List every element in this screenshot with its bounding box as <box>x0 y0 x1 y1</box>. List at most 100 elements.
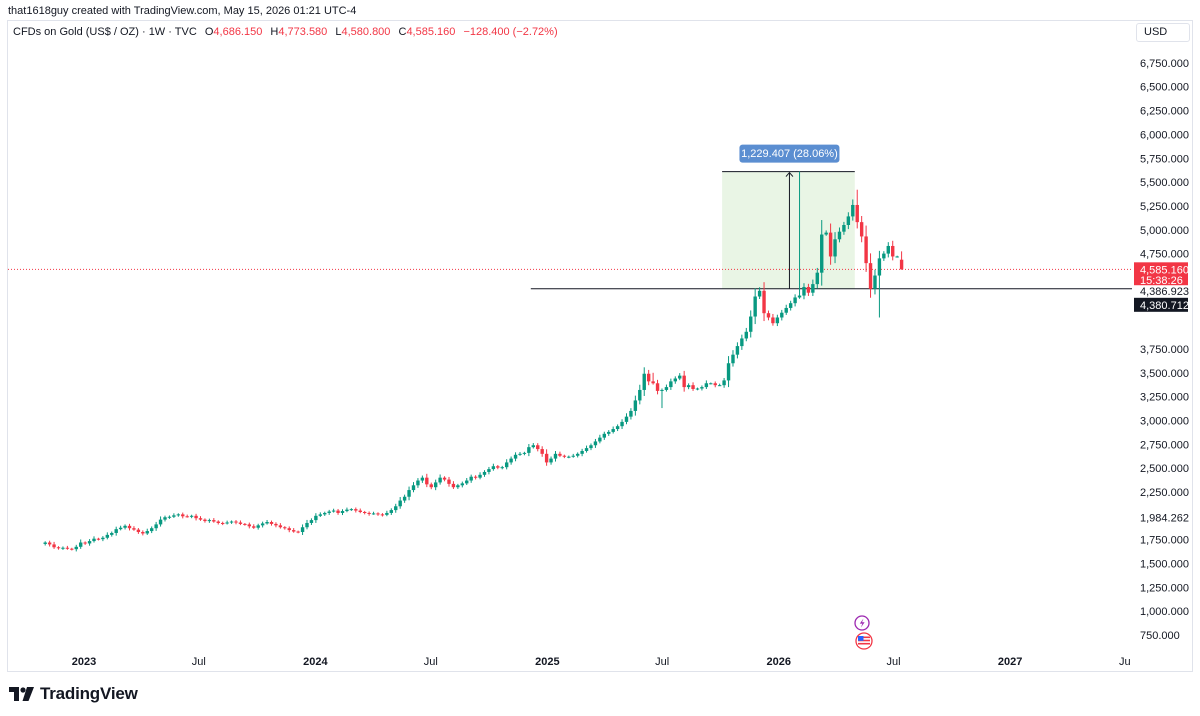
candle <box>92 536 96 543</box>
price-tick-label: 6,500.000 <box>1140 82 1189 94</box>
candle <box>283 526 287 530</box>
price-tick-label: 6,000.000 <box>1140 129 1189 141</box>
candle <box>820 220 824 286</box>
candle <box>598 434 602 444</box>
price-tick-label: 5,250.000 <box>1140 201 1189 213</box>
candle <box>398 497 402 509</box>
candle <box>518 451 522 456</box>
candle <box>234 520 238 525</box>
candle <box>327 509 331 515</box>
candle <box>52 541 56 549</box>
legend-low-label: L <box>335 26 342 38</box>
price-tick-label: 6,250.000 <box>1140 106 1189 118</box>
candle <box>638 384 642 405</box>
legend-close-label: C <box>398 26 407 38</box>
candle <box>802 283 806 300</box>
legend-symbol: CFDs on Gold (US$ / OZ) · 1W · TVC <box>13 26 197 38</box>
candle <box>491 463 496 471</box>
candle <box>181 512 185 519</box>
candle <box>154 521 158 531</box>
candle <box>806 283 811 296</box>
candle <box>749 310 753 338</box>
candle <box>864 225 868 272</box>
time-tick-label: 2027 <box>998 656 1022 668</box>
candle <box>487 466 491 475</box>
candle <box>300 524 305 535</box>
candle <box>859 215 864 243</box>
candle <box>793 294 797 307</box>
price-range-box[interactable] <box>722 171 855 289</box>
candle <box>562 454 567 459</box>
candle <box>891 240 895 261</box>
candle <box>740 334 744 350</box>
candle <box>713 381 717 388</box>
currency-button[interactable]: USD <box>1136 23 1190 42</box>
price-tick-label: 3,750.000 <box>1140 344 1189 356</box>
candle <box>345 507 349 513</box>
candle <box>611 426 615 434</box>
candle <box>212 518 216 523</box>
time-tick-label: Jul <box>655 656 669 668</box>
candle <box>846 212 851 230</box>
candle <box>451 481 456 489</box>
candle <box>158 516 163 527</box>
time-tick-label: 2025 <box>535 656 559 668</box>
candle <box>269 520 274 526</box>
price-tick-label: 4,750.000 <box>1140 249 1189 261</box>
candle <box>278 523 283 529</box>
candle <box>735 342 740 359</box>
legend-close-value: 4,585.160 <box>406 26 456 38</box>
brand-name: TradingView <box>40 684 138 703</box>
price-axis[interactable]: 6,750.000 6,500.000 6,250.000 6,000.000 5,75… <box>1140 58 1189 642</box>
candle <box>642 367 646 396</box>
candle <box>868 253 873 298</box>
us-flag-icon[interactable] <box>855 632 873 650</box>
candle <box>420 475 425 483</box>
candle <box>722 377 726 388</box>
candle <box>105 532 110 540</box>
price-tick-label: 2,750.000 <box>1140 439 1189 451</box>
candle <box>96 537 101 541</box>
candle <box>149 526 154 534</box>
price-tick-label: 5,500.000 <box>1140 177 1189 189</box>
candle <box>504 459 509 470</box>
candle <box>362 510 367 515</box>
tradingview-logo[interactable]: TradingView <box>9 684 138 704</box>
candle <box>620 419 624 429</box>
candle <box>274 522 278 528</box>
candle <box>655 379 660 395</box>
candle <box>540 446 544 457</box>
candle <box>580 448 584 457</box>
bar-countdown: 15:38:26 <box>1140 275 1183 287</box>
candle <box>753 288 757 325</box>
candle <box>726 356 731 388</box>
candle <box>513 452 518 462</box>
candle <box>469 474 473 483</box>
candle <box>207 518 212 523</box>
candle <box>660 388 664 409</box>
candle <box>229 520 234 524</box>
candle <box>646 369 651 386</box>
candle <box>354 507 358 513</box>
candle <box>500 465 504 470</box>
candle <box>252 524 256 529</box>
candle <box>544 449 549 466</box>
candle <box>633 395 638 416</box>
candle <box>549 456 553 465</box>
candle <box>438 474 442 485</box>
candle <box>136 528 141 534</box>
candle <box>220 521 225 526</box>
time-tick-label: Jul <box>424 656 438 668</box>
lightning-icon[interactable] <box>854 615 870 631</box>
candle <box>824 230 828 236</box>
time-axis[interactable]: 2023 Jul 2024 Jul 2025 Jul 2026 Jul 2027 Ju <box>72 656 1131 668</box>
candle <box>717 383 722 387</box>
candle <box>425 473 429 488</box>
candle <box>185 514 189 518</box>
candle <box>473 475 478 480</box>
time-tick-label: 2023 <box>72 656 96 668</box>
candle <box>132 526 136 531</box>
candle <box>873 269 877 295</box>
last-price-value: 4,585.160 <box>1140 264 1189 276</box>
